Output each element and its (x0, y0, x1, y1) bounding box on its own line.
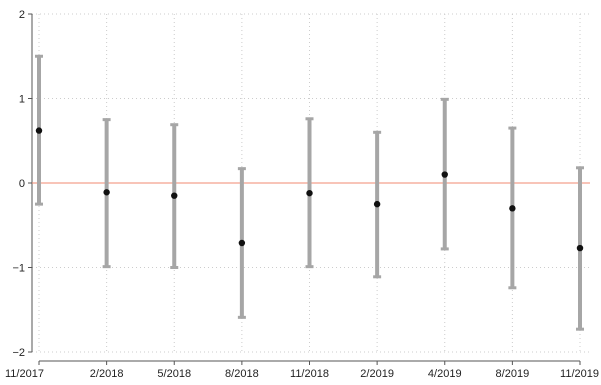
point-estimate (509, 205, 516, 212)
point-estimate (103, 189, 110, 196)
y-tick-label: −1 (12, 263, 25, 275)
x-tick-label: 5/2018 (157, 368, 191, 380)
point-estimate (576, 244, 584, 252)
point-estimate (35, 127, 43, 134)
y-tick-label: 2 (19, 9, 25, 21)
point-estimate (171, 192, 178, 199)
point-estimate (373, 200, 381, 208)
x-tick-label: 11/2019 (560, 368, 599, 380)
x-tick-label: 11/2018 (290, 368, 329, 380)
axis-layer (31, 14, 580, 362)
point-estimate (238, 239, 246, 247)
point-estimate (306, 189, 313, 197)
tick-label-layer: −2 −1 0 1 2 11/2017 2/2018 5/2018 8/2018 11/2018 2… (5, 9, 599, 380)
point-estimate (441, 171, 448, 178)
x-tick-label: 8/2018 (225, 368, 259, 380)
x-tick-label: 11/2017 (5, 368, 44, 380)
error-bar-layer (35, 54, 584, 331)
y-tick-label: 0 (19, 178, 25, 190)
x-tick-label: 2/2019 (360, 368, 394, 380)
y-tick-label: 1 (19, 94, 25, 106)
x-tick-label: 2/2018 (90, 368, 124, 380)
x-tick-label: 4/2019 (428, 368, 462, 380)
y-tick-label: −2 (12, 347, 25, 359)
x-tick-label: 8/2019 (496, 368, 530, 380)
